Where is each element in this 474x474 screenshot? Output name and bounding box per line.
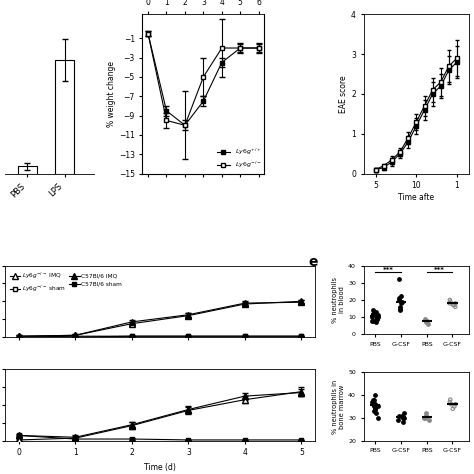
- Point: [449, 405, 456, 412]
- Point: [396, 303, 403, 310]
- Bar: [55, 60, 74, 173]
- Point: [395, 412, 403, 419]
- Point: [447, 401, 455, 408]
- Point: [395, 294, 402, 302]
- Point: [372, 405, 379, 412]
- Legend: $Ly6g^{-/-}$ IMQ, $Ly6g^{-/-}$ sham, C57Bl/6 IMQ, C57Bl/6 sham: $Ly6g^{-/-}$ IMQ, $Ly6g^{-/-}$ sham, C57…: [8, 268, 125, 297]
- Point: [372, 308, 380, 316]
- Y-axis label: % neutrophils
in blood: % neutrophils in blood: [332, 277, 345, 323]
- Y-axis label: % neutrophils in
bone marrow: % neutrophils in bone marrow: [332, 379, 345, 434]
- Point: [373, 315, 380, 323]
- Point: [370, 403, 378, 410]
- Point: [371, 405, 379, 412]
- Point: [369, 307, 377, 314]
- Point: [369, 313, 376, 321]
- Point: [369, 401, 377, 408]
- Point: [452, 300, 459, 307]
- Point: [370, 407, 377, 415]
- Point: [423, 317, 431, 324]
- Point: [374, 313, 381, 321]
- Bar: [18, 166, 36, 173]
- Point: [369, 398, 377, 406]
- Point: [395, 275, 403, 283]
- Point: [370, 396, 378, 403]
- Text: ***: ***: [434, 266, 445, 273]
- Point: [447, 298, 454, 305]
- Point: [422, 412, 429, 419]
- Point: [371, 391, 379, 399]
- Point: [397, 293, 405, 301]
- Point: [373, 410, 380, 417]
- Point: [369, 310, 377, 318]
- Point: [374, 311, 382, 319]
- Point: [374, 315, 381, 323]
- Point: [396, 307, 403, 314]
- Point: [422, 410, 429, 417]
- Point: [422, 412, 430, 419]
- Point: [368, 317, 376, 324]
- Point: [396, 305, 403, 312]
- Point: [425, 320, 432, 328]
- Point: [373, 319, 380, 326]
- Point: [421, 414, 429, 422]
- Legend: $Ly6g^{+/+}$, $Ly6g^{-/-}$: $Ly6g^{+/+}$, $Ly6g^{-/-}$: [217, 146, 261, 171]
- Point: [398, 412, 405, 419]
- Point: [370, 310, 377, 318]
- X-axis label: Time afte: Time afte: [398, 193, 435, 202]
- Point: [446, 300, 454, 307]
- Point: [400, 410, 408, 417]
- Text: ***: ***: [383, 266, 393, 273]
- Point: [372, 401, 379, 408]
- Point: [447, 396, 454, 403]
- Point: [420, 414, 428, 422]
- Point: [451, 403, 458, 410]
- Point: [394, 417, 402, 424]
- Point: [449, 301, 457, 309]
- Point: [373, 403, 380, 410]
- Point: [395, 296, 403, 304]
- Point: [452, 401, 459, 408]
- Point: [423, 319, 430, 326]
- Point: [368, 398, 376, 406]
- Point: [374, 414, 382, 422]
- Y-axis label: % weight change: % weight change: [107, 61, 116, 127]
- Point: [399, 414, 406, 422]
- Point: [451, 301, 458, 309]
- Text: e: e: [309, 255, 318, 269]
- Point: [398, 298, 405, 305]
- X-axis label: Time (d): Time (d): [144, 463, 176, 472]
- Point: [371, 317, 378, 324]
- Point: [400, 419, 407, 426]
- Point: [374, 313, 382, 321]
- Y-axis label: EAE score: EAE score: [339, 75, 348, 113]
- Point: [446, 296, 454, 304]
- Point: [422, 319, 429, 326]
- Point: [372, 311, 380, 319]
- Point: [446, 398, 454, 406]
- Point: [423, 317, 430, 324]
- Point: [421, 315, 428, 323]
- Point: [452, 303, 459, 310]
- Point: [374, 403, 382, 410]
- Point: [425, 417, 433, 424]
- Point: [369, 396, 376, 403]
- Point: [400, 414, 407, 422]
- Point: [397, 300, 404, 307]
